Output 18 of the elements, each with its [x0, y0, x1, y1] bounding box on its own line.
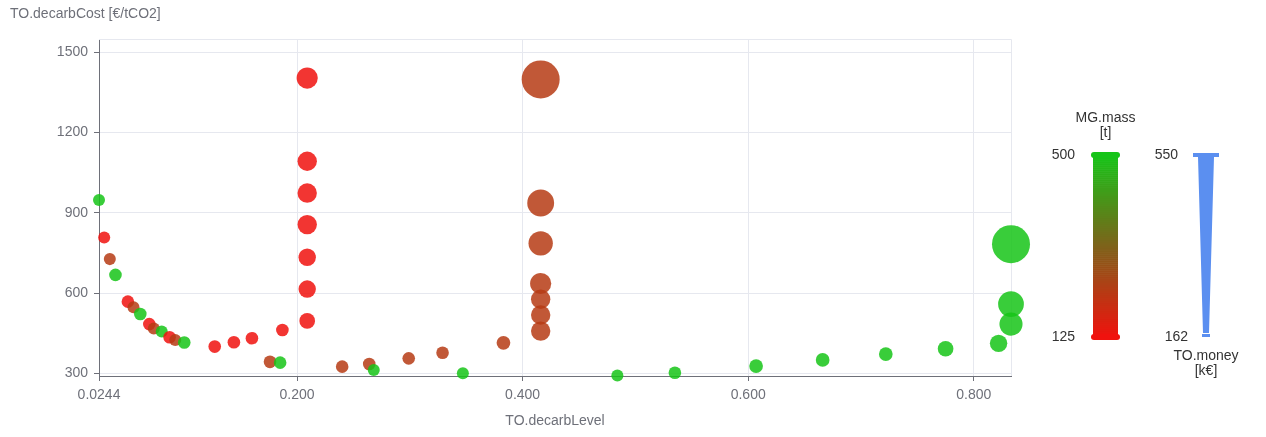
y-axis-title: TO.decarbCost [€/tCO2]: [10, 4, 161, 21]
x-tick-label: 0.200: [279, 386, 315, 403]
y-tick-label: 300: [64, 364, 89, 381]
x-tick-label: 0.800: [956, 386, 992, 403]
color-bar-title: MG.mass [t]: [1075, 108, 1136, 140]
text: 162: [1163, 327, 1188, 345]
x-tick-label: 0.0244: [77, 386, 121, 403]
color-bar-label: 125: [1051, 327, 1076, 344]
x-tick-label: 0.600: [730, 386, 766, 403]
color-bar-label: 500: [1051, 145, 1076, 162]
y-tick-label: 1200: [56, 123, 89, 140]
y-tick-label: 600: [64, 283, 89, 300]
legend-title: TO.money [k€]: [1172, 347, 1240, 378]
y-tick-label: 1500: [56, 43, 89, 60]
x-tick-label: 0.400: [505, 386, 541, 403]
text: 550: [1153, 145, 1178, 163]
y-tick-label: 900: [64, 203, 89, 220]
x-axis-title: TO.decarbLevel: [505, 411, 605, 428]
